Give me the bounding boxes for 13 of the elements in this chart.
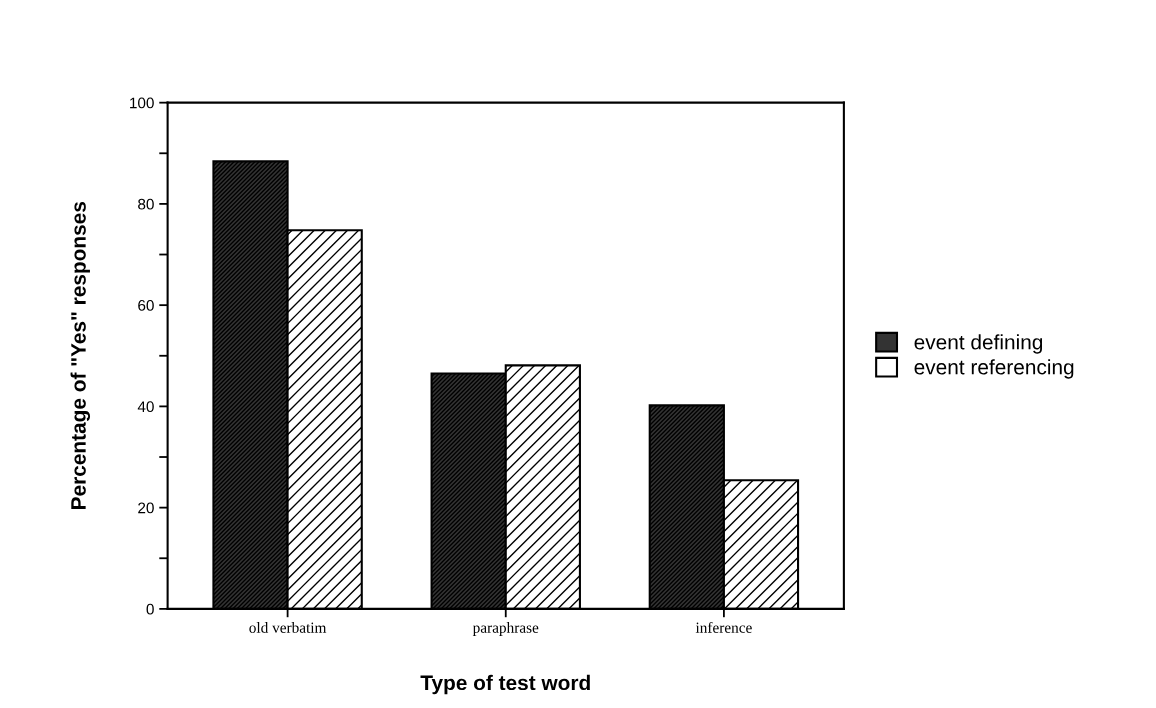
y-tick-label: 20 (138, 502, 154, 514)
y-tick-label: 0 (146, 603, 154, 615)
y-tick-label: 60 (138, 300, 154, 311)
y-tick-label: 80 (138, 198, 154, 210)
x-axis-title: Type of test word (420, 674, 590, 695)
x-tick-label: old verbatim (249, 622, 327, 633)
x-tick-label: paraphrase (472, 622, 539, 636)
legend-label: event defining (914, 334, 1043, 354)
legend-label: event referencing (914, 359, 1074, 379)
x-tick-label: inference (695, 621, 752, 633)
y-axis-title: Percentage of "Yes" responses (70, 201, 91, 509)
y-tick-label: 100 (130, 97, 154, 109)
y-tick-label: 40 (137, 401, 154, 413)
